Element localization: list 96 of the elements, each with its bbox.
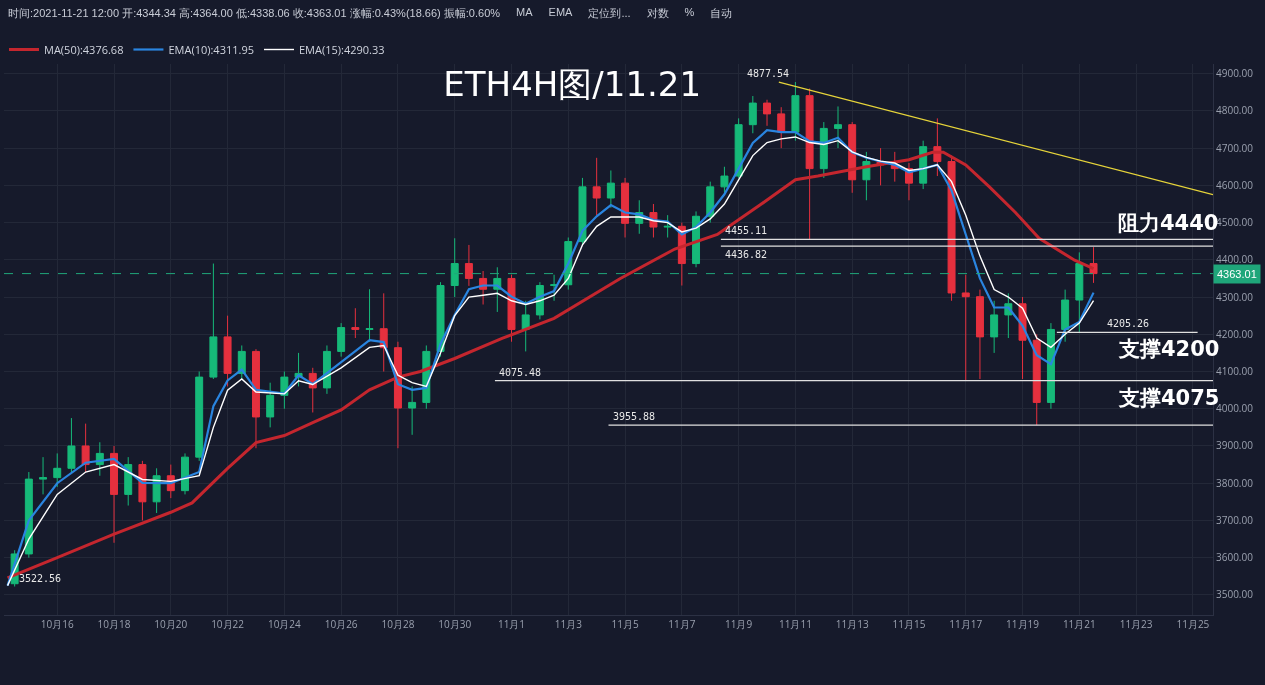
y-tick-label: 4500.00 bbox=[1216, 215, 1254, 230]
candlestick bbox=[777, 106, 786, 149]
candlestick bbox=[1032, 333, 1041, 426]
candlestick bbox=[138, 460, 147, 521]
x-tick-label: 10月20 bbox=[154, 617, 188, 631]
x-tick-label: 11月13 bbox=[835, 617, 869, 631]
candlestick bbox=[67, 417, 76, 473]
y-tick-label: 3600.00 bbox=[1216, 550, 1254, 565]
x-tick-label: 11月17 bbox=[949, 617, 983, 631]
candlestick bbox=[1046, 322, 1055, 410]
x-tick-label: 11月19 bbox=[1006, 617, 1040, 631]
candlestick bbox=[1061, 289, 1070, 343]
candlestick bbox=[834, 105, 842, 149]
candlestick bbox=[53, 452, 62, 488]
x-tick-label: 11月21 bbox=[1062, 617, 1096, 631]
annotation: 3955.88 bbox=[613, 411, 656, 422]
x-tick-label: 11月1 bbox=[497, 617, 526, 631]
candlestick bbox=[351, 307, 360, 339]
x-tick-label: 11月7 bbox=[668, 617, 696, 631]
ref-line-label: 4363.01 bbox=[1217, 268, 1257, 280]
candlestick bbox=[110, 445, 118, 544]
text: MA bbox=[516, 6, 533, 20]
candlestick bbox=[266, 382, 275, 428]
x-tick-label: 11月15 bbox=[892, 617, 926, 631]
x-tick-label: 10月26 bbox=[324, 617, 358, 631]
x-tick-label: 10月28 bbox=[381, 617, 415, 631]
x-tick-label: 11月11 bbox=[778, 617, 812, 631]
candlestick bbox=[578, 177, 587, 246]
candlestick bbox=[791, 81, 800, 142]
candlestick bbox=[337, 322, 346, 358]
candlestick bbox=[124, 456, 133, 507]
candlestick bbox=[663, 214, 672, 238]
candlestick bbox=[720, 166, 729, 194]
text: 定位到... bbox=[588, 6, 631, 21]
candlestick bbox=[181, 452, 189, 495]
y-tick-label: 4600.00 bbox=[1216, 177, 1254, 192]
candlestick bbox=[209, 263, 218, 380]
x-tick-label: 10月16 bbox=[40, 617, 74, 631]
x-tick-label: 11月9 bbox=[725, 617, 753, 631]
annotation: 4205.26 bbox=[1107, 318, 1150, 329]
y-tick-label: 3900.00 bbox=[1216, 438, 1254, 453]
candlestick bbox=[975, 289, 984, 380]
candlestick bbox=[748, 95, 757, 134]
candlestick bbox=[961, 274, 970, 381]
candlestick bbox=[223, 315, 232, 387]
annotation: 4877.54 bbox=[747, 68, 790, 79]
y-tick-label: 3800.00 bbox=[1216, 475, 1254, 490]
candlestick bbox=[621, 177, 630, 238]
candlestick bbox=[408, 385, 417, 436]
text: 对数 bbox=[646, 6, 669, 21]
candlestick bbox=[1075, 251, 1084, 333]
candlestick bbox=[592, 157, 601, 216]
candlestick bbox=[805, 88, 814, 240]
text: 时间:2021-11-21 12:00 开:4344.34 高:4364.00 低:4338.06 收:4363.01 涨幅:0.43%(18.66) 振幅:0.60% bbox=[8, 6, 501, 21]
text: EMA bbox=[548, 6, 573, 20]
candlestick bbox=[81, 423, 90, 473]
x-tick-label: 11月25 bbox=[1176, 617, 1210, 631]
annotation: 阻力4440 bbox=[1118, 211, 1219, 235]
y-tick-label: 4400.00 bbox=[1216, 252, 1254, 267]
candlestick bbox=[763, 99, 771, 127]
candlestick bbox=[507, 274, 516, 343]
x-tick-label: 11月3 bbox=[554, 617, 583, 631]
x-tick-label: 11月5 bbox=[611, 617, 639, 631]
candlestick bbox=[39, 456, 48, 495]
candlestick bbox=[464, 244, 473, 287]
text: 自动 bbox=[710, 6, 733, 21]
candlestick bbox=[990, 300, 999, 354]
x-tick-label: 11月23 bbox=[1119, 617, 1153, 631]
text: % bbox=[684, 6, 695, 20]
candlestick bbox=[734, 117, 743, 179]
x-tick-label: 10月30 bbox=[438, 617, 472, 631]
annotation: 4455.11 bbox=[725, 225, 768, 236]
y-tick-label: 4700.00 bbox=[1216, 140, 1254, 155]
x-tick-label: 10月22 bbox=[211, 617, 245, 631]
y-tick-label: 3700.00 bbox=[1216, 512, 1254, 527]
x-tick-label: 10月18 bbox=[97, 617, 131, 631]
y-tick-label: 4300.00 bbox=[1216, 289, 1254, 304]
y-tick-label: 4100.00 bbox=[1216, 364, 1254, 379]
chart-title: ETH4H图/11.21 bbox=[443, 63, 702, 104]
legend-label: MA(50):4376.68 bbox=[44, 41, 124, 57]
y-tick-label: 4800.00 bbox=[1216, 103, 1254, 118]
annotation: 4436.82 bbox=[725, 249, 768, 260]
candlestick bbox=[819, 121, 828, 179]
annotation: 3522.56 bbox=[19, 573, 62, 584]
candlestick bbox=[252, 348, 260, 449]
legend-label: EMA(10):4311.95 bbox=[168, 41, 254, 57]
y-tick-label: 4900.00 bbox=[1216, 66, 1254, 81]
candlestick bbox=[606, 169, 615, 209]
candlestick bbox=[521, 300, 530, 352]
x-tick-label: 10月24 bbox=[267, 617, 302, 631]
candlestick bbox=[450, 237, 459, 298]
y-tick-label: 3500.00 bbox=[1216, 587, 1254, 602]
candlestick bbox=[550, 274, 559, 302]
candlestick bbox=[195, 371, 204, 462]
legend-label: EMA(15):4290.33 bbox=[298, 41, 385, 57]
annotation: 4075.48 bbox=[499, 367, 542, 378]
